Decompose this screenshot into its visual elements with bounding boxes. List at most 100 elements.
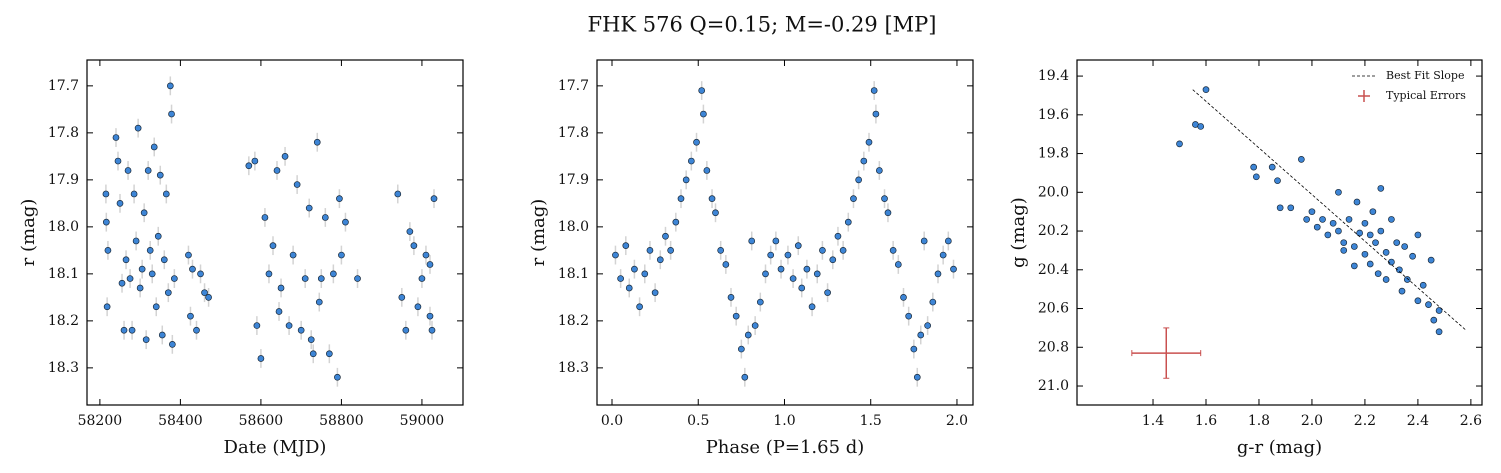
data-point xyxy=(297,326,305,334)
data-point xyxy=(275,308,283,315)
data-point xyxy=(872,110,880,118)
data-point xyxy=(414,303,422,311)
data-point xyxy=(917,331,925,339)
y-tick-label: 18.3 xyxy=(48,360,79,376)
data-point xyxy=(744,331,752,339)
data-point xyxy=(189,265,196,273)
data-point xyxy=(1388,258,1395,266)
data-point xyxy=(336,195,343,203)
plot-area xyxy=(87,60,463,405)
data-point xyxy=(741,373,749,381)
data-point xyxy=(1401,243,1409,250)
data-point xyxy=(422,251,430,259)
data-point xyxy=(144,167,152,174)
data-point xyxy=(1382,249,1390,256)
x-tick-label: 58600 xyxy=(239,413,284,429)
data-point xyxy=(124,167,132,174)
data-point xyxy=(1319,216,1326,223)
x-tick-label: 2.4 xyxy=(1407,413,1429,429)
data-point xyxy=(839,247,847,254)
data-point xyxy=(1308,208,1316,216)
data-point xyxy=(1303,216,1311,223)
data-point xyxy=(1414,231,1422,239)
data-point xyxy=(103,303,111,311)
data-point xyxy=(152,303,160,311)
data-point xyxy=(1414,297,1422,305)
data-point xyxy=(929,298,937,306)
data-point xyxy=(1329,219,1337,227)
data-point xyxy=(154,232,162,240)
legend-label: Typical Errors xyxy=(1386,89,1466,102)
data-point xyxy=(1409,252,1416,260)
data-point xyxy=(860,157,868,165)
data-point xyxy=(136,284,144,292)
data-point xyxy=(844,218,852,226)
data-point xyxy=(146,247,154,254)
data-point xyxy=(168,110,175,118)
data-point xyxy=(402,326,410,334)
data-point xyxy=(330,270,337,278)
data-point xyxy=(612,251,619,259)
data-point xyxy=(1176,140,1183,148)
axes-frame xyxy=(596,59,974,406)
data-point xyxy=(1353,198,1361,206)
data-point xyxy=(1377,185,1385,192)
data-point xyxy=(128,326,136,334)
x-tick-label: 58800 xyxy=(319,413,364,429)
y-tick-label: 20.0 xyxy=(1038,184,1069,200)
y-axis-label: r (mag) xyxy=(18,199,39,267)
data-point xyxy=(162,190,170,198)
data-point xyxy=(748,237,756,245)
data-point xyxy=(1276,204,1284,212)
axes-frame xyxy=(1076,59,1483,406)
data-point xyxy=(646,247,654,254)
data-point xyxy=(756,298,764,306)
data-point xyxy=(313,138,321,146)
data-point xyxy=(732,312,740,320)
data-point xyxy=(406,228,414,235)
data-point xyxy=(305,204,313,212)
data-point xyxy=(762,270,769,278)
plot-area xyxy=(597,60,973,405)
data-point xyxy=(289,251,297,259)
data-point xyxy=(309,350,317,358)
data-point xyxy=(342,218,349,226)
data-point xyxy=(1313,223,1321,231)
x-tick-label: 58400 xyxy=(158,413,203,429)
data-point xyxy=(205,294,212,301)
data-point xyxy=(934,270,942,278)
data-point xyxy=(772,237,780,245)
data-point xyxy=(794,242,802,250)
data-point xyxy=(651,289,659,297)
data-point xyxy=(875,167,883,174)
data-point xyxy=(777,265,785,273)
data-point xyxy=(285,322,293,329)
y-tick-label: 18.0 xyxy=(558,219,589,235)
data-point xyxy=(1430,316,1438,324)
data-point xyxy=(1345,216,1353,223)
x-tick-label: 58200 xyxy=(78,413,123,429)
data-point xyxy=(1361,219,1369,227)
data-point xyxy=(751,322,759,329)
data-point xyxy=(193,326,200,334)
y-tick-label: 20.8 xyxy=(1038,339,1069,355)
y-tick-label: 17.9 xyxy=(48,172,79,188)
data-point xyxy=(767,251,775,259)
data-point xyxy=(656,256,664,264)
data-point xyxy=(1274,177,1281,185)
y-axis-label: g (mag) xyxy=(1008,197,1029,268)
y-tick-label: 18.2 xyxy=(558,313,589,329)
data-point xyxy=(156,171,164,179)
data-point xyxy=(703,167,711,174)
data-point xyxy=(245,162,253,170)
x-tick-label: 0.5 xyxy=(687,413,709,429)
data-point xyxy=(784,251,792,259)
data-point xyxy=(834,232,842,240)
data-point xyxy=(116,200,124,207)
data-point xyxy=(1287,204,1295,212)
data-point xyxy=(829,256,837,264)
data-point xyxy=(273,167,281,174)
data-point xyxy=(913,373,921,381)
data-point xyxy=(920,237,928,245)
data-point xyxy=(1335,188,1342,196)
